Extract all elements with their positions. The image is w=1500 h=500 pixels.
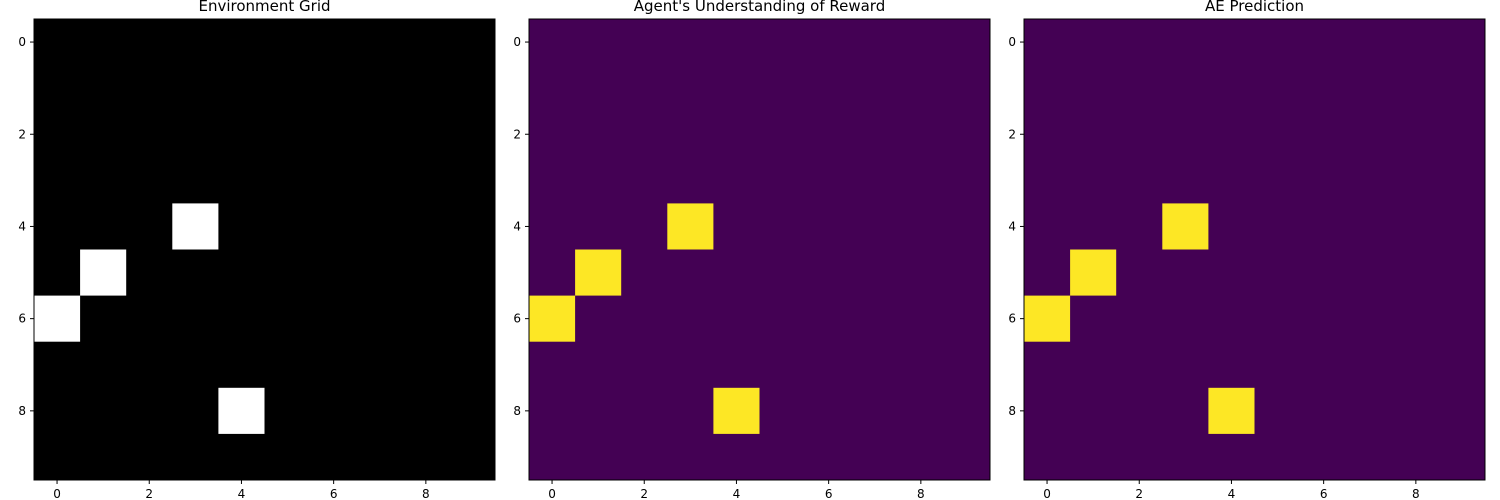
x-tick-label: 0 <box>1043 487 1051 500</box>
x-tick-label: 2 <box>1135 487 1143 500</box>
axes-frame <box>33 18 496 481</box>
panel-environment-grid: Environment Grid 0 2 4 6 8 0 2 4 6 8 <box>18 0 496 500</box>
x-tick-label: 4 <box>1228 487 1236 500</box>
y-tick-label: 2 <box>1008 127 1016 141</box>
panel-ae-prediction: AE Prediction 0 2 4 6 8 0 2 4 6 8 <box>1008 0 1486 500</box>
y-tick-label: 0 <box>1008 35 1016 49</box>
heatmap-cell-r4-c3 <box>172 203 219 250</box>
y-tick-label: 6 <box>18 312 26 326</box>
heatmap-cell-r4-c3 <box>667 203 714 250</box>
y-tick-label: 8 <box>513 404 521 418</box>
heatmap-cell-r5-c1 <box>1070 249 1117 296</box>
y-tick-label: 6 <box>1008 312 1016 326</box>
x-tick-label: 6 <box>330 487 338 500</box>
x-tick-label: 4 <box>733 487 741 500</box>
y-tick-label: 6 <box>513 312 521 326</box>
heatmap-cell-r8-c4 <box>218 387 265 434</box>
heatmap-cell-r8-c4 <box>1208 387 1255 434</box>
x-tick-label: 4 <box>238 487 246 500</box>
x-tick-label: 0 <box>548 487 556 500</box>
x-tick-label: 8 <box>1412 487 1420 500</box>
y-tick-label: 4 <box>1008 219 1016 233</box>
y-tick-label: 2 <box>18 127 26 141</box>
y-tick-label: 8 <box>1008 404 1016 418</box>
y-tick-label: 2 <box>513 127 521 141</box>
axes-frame <box>1023 18 1486 481</box>
heatmap-cell-r4-c3 <box>1162 203 1209 250</box>
y-tick-label: 8 <box>18 404 26 418</box>
x-tick-label: 6 <box>825 487 833 500</box>
panel-agent-reward: Agent's Understanding of Reward 0 2 4 6 8 0 2 4… <box>513 0 991 500</box>
heatmap-cell-r6-c0 <box>529 295 576 342</box>
y-tick-label: 0 <box>513 35 521 49</box>
heatmap-cell-r6-c0 <box>34 295 81 342</box>
x-tick-label: 8 <box>917 487 925 500</box>
x-tick-label: 8 <box>422 487 430 500</box>
panel-title: Environment Grid <box>198 0 330 15</box>
heatmap-cell-r6-c0 <box>1024 295 1071 342</box>
heatmap-cell-r5-c1 <box>80 249 127 296</box>
heatmap-cell-r5-c1 <box>575 249 622 296</box>
panel-title: Agent's Understanding of Reward <box>634 0 885 15</box>
y-tick-label: 0 <box>18 35 26 49</box>
y-tick-label: 4 <box>18 219 26 233</box>
heatmap-cell-r8-c4 <box>713 387 760 434</box>
x-tick-label: 6 <box>1320 487 1328 500</box>
x-tick-label: 2 <box>145 487 153 500</box>
panel-title: AE Prediction <box>1205 0 1304 15</box>
x-tick-label: 0 <box>53 487 61 500</box>
x-tick-label: 2 <box>640 487 648 500</box>
axes-frame <box>528 18 991 481</box>
y-tick-label: 4 <box>513 219 521 233</box>
